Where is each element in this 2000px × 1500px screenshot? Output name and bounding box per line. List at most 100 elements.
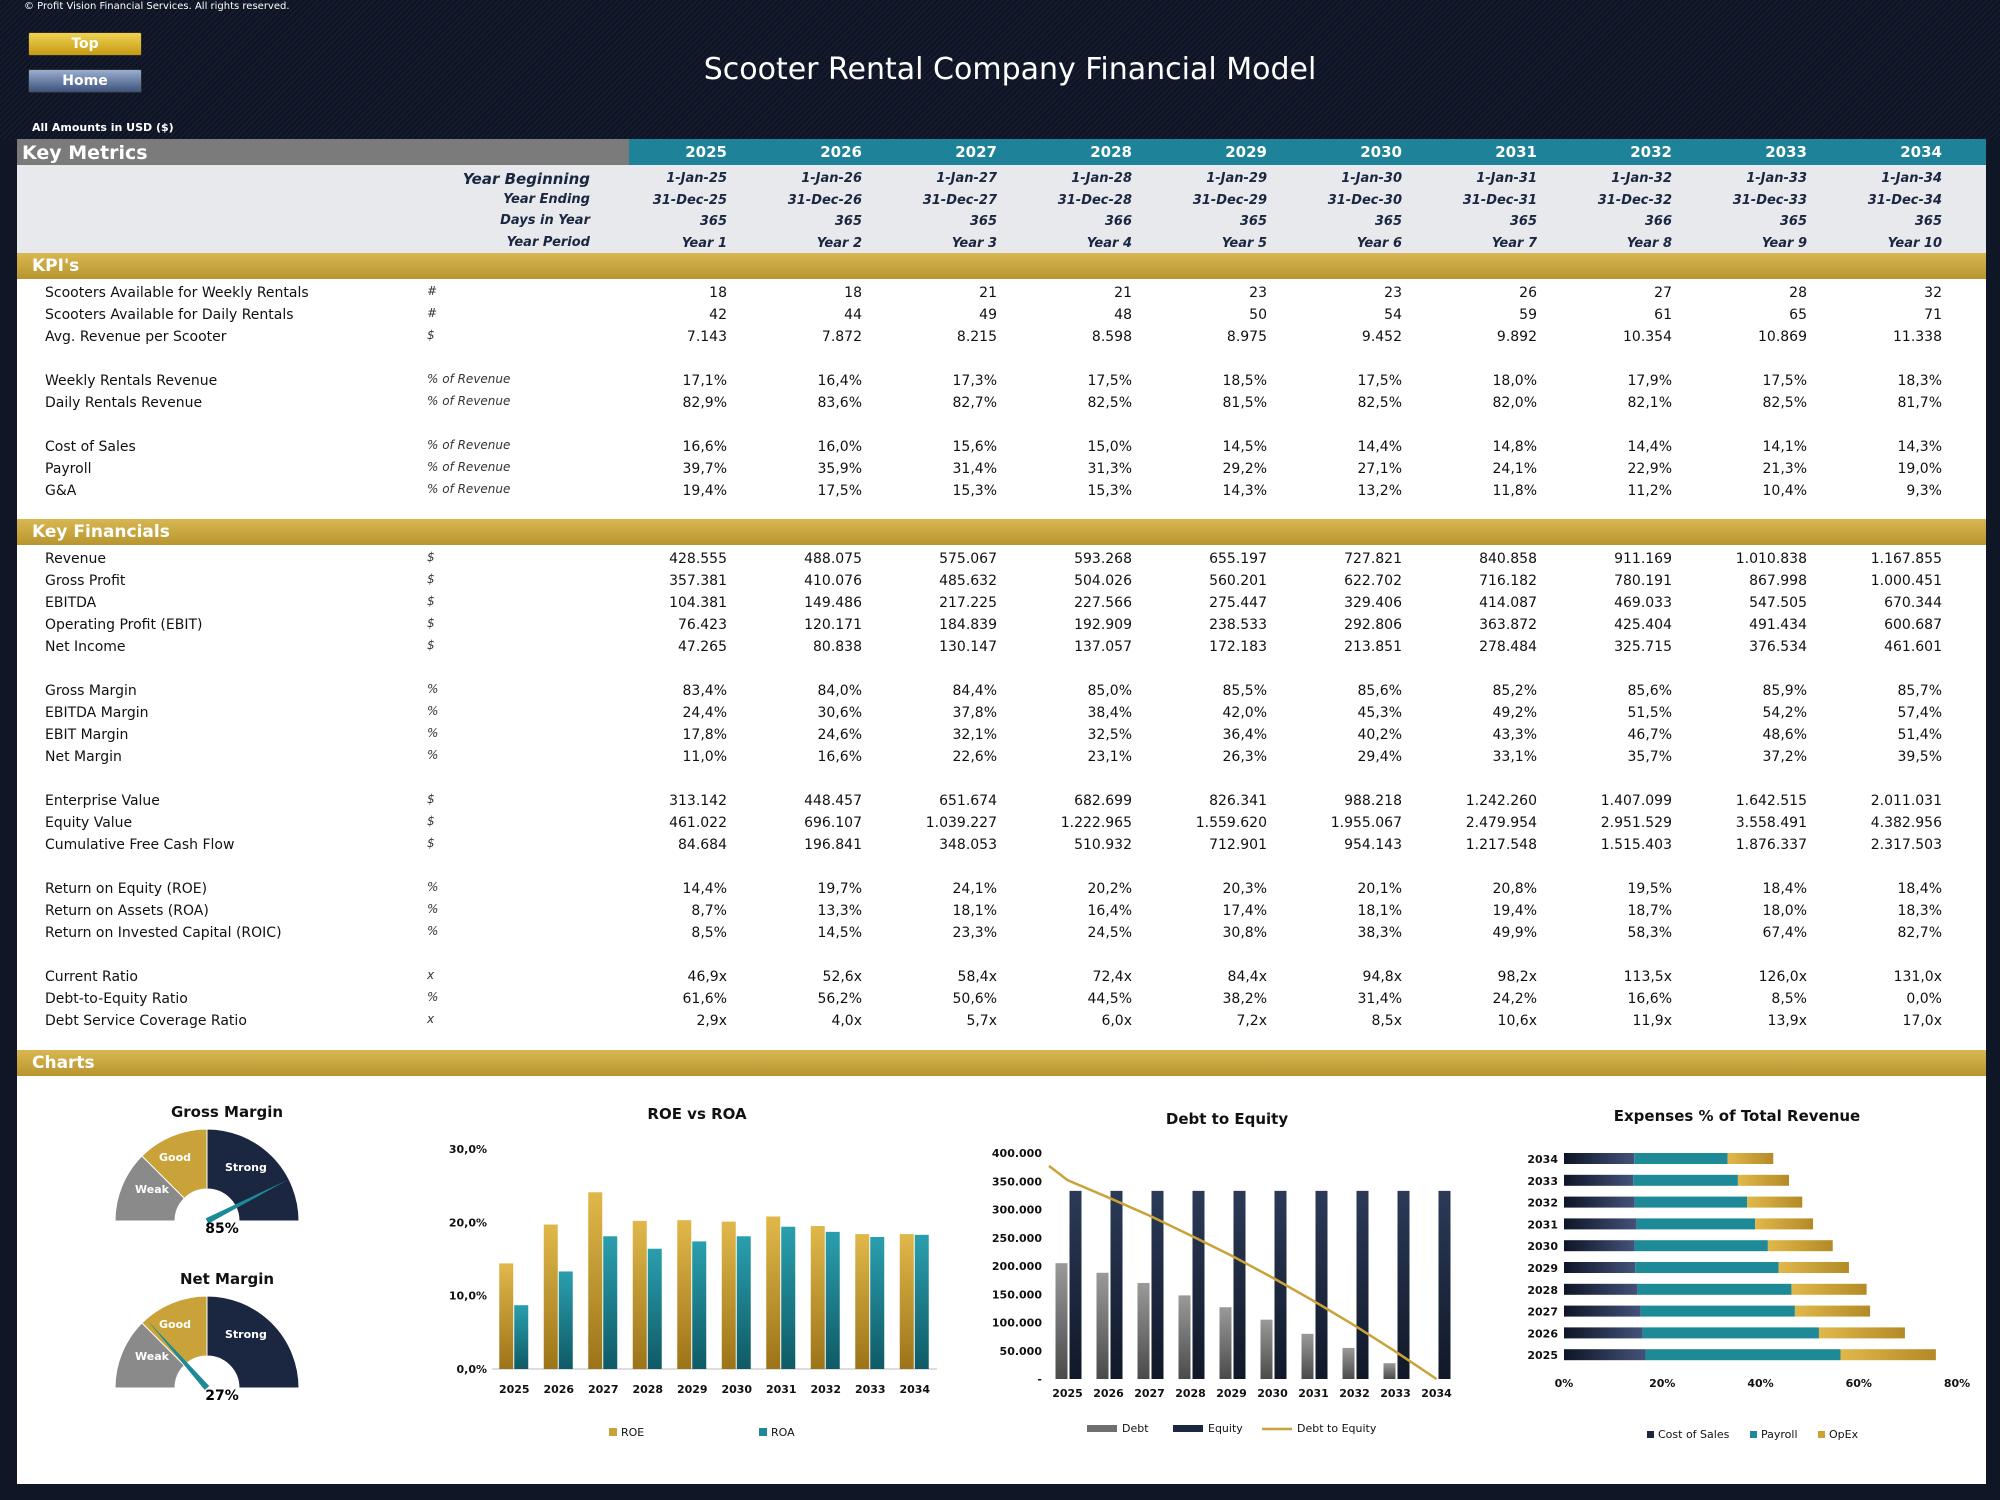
data-row: Weekly Rentals Revenue % of Revenue 17,1% 1…: [17, 370, 1986, 392]
data-row: Scooters Available for Daily Rentals #42 4…: [17, 304, 1986, 326]
debt-bar: [1178, 1295, 1191, 1379]
row-value: 58,4x: [957, 969, 997, 985]
row-value: 11,8%: [1492, 483, 1537, 499]
row-value: 17,5%: [1087, 373, 1132, 389]
row-value: 120.171: [804, 617, 862, 633]
period-value: 1-Jan-30: [1341, 171, 1402, 186]
period-value: 1-Jan-31: [1476, 171, 1537, 186]
data-row: Scooters Available for Weekly Rentals #18…: [17, 282, 1986, 304]
row-value: 19,4%: [682, 483, 727, 499]
legend-swatch: [1818, 1431, 1825, 1438]
row-value: 414.087: [1479, 595, 1537, 611]
row-label: Scooters Available for Daily Rentals: [45, 307, 294, 323]
data-row: Cumulative Free Cash Flow $84.684 196.841 3…: [17, 834, 1986, 856]
debt-bar: [1096, 1272, 1109, 1379]
row-value: 712.901: [1209, 837, 1267, 853]
row-value: 7.872: [821, 329, 862, 345]
debt-bar: [1301, 1333, 1314, 1379]
row-value: 14,8%: [1492, 439, 1537, 455]
gross-margin-value: 85%: [205, 1221, 239, 1237]
roe-bar: [899, 1234, 914, 1369]
gross-margin-gauge: Weak Good Strong: [114, 1129, 300, 1224]
row-value: 18: [844, 285, 862, 301]
x-tick-label: 0%: [1555, 1377, 1574, 1390]
row-unit: %: [427, 902, 439, 916]
row-value: 14,4%: [682, 881, 727, 897]
row-value: 54,2%: [1762, 705, 1807, 721]
row-unit: % of Revenue: [427, 372, 511, 386]
row-value: 18,3%: [1897, 373, 1942, 389]
row-value: 278.484: [1479, 639, 1537, 655]
row-value: 8,5%: [691, 925, 727, 941]
period-value: 31-Dec-30: [1327, 192, 1402, 208]
row-value: 27: [1654, 285, 1672, 301]
row-value: 81,5%: [1222, 395, 1267, 411]
row-value: 17,5%: [1762, 373, 1807, 389]
row-value: 10,4%: [1762, 483, 1807, 499]
gauge-needle: [147, 1320, 210, 1390]
cost-of-sales-segment: [1564, 1153, 1635, 1164]
equity-bar: [1315, 1190, 1328, 1379]
x-tick-label: 2032: [1339, 1387, 1370, 1400]
row-value: 18: [709, 285, 727, 301]
row-value: 575.067: [939, 551, 997, 567]
period-label: Year Ending: [503, 191, 590, 207]
row-value: 20,3%: [1222, 881, 1267, 897]
roa-bar: [692, 1241, 707, 1369]
gauge-label-weak: Weak: [135, 1183, 170, 1196]
row-value: 238.533: [1209, 617, 1267, 633]
row-value: 18,0%: [1762, 903, 1807, 919]
row-value: 275.447: [1209, 595, 1267, 611]
row-value: 8,5%: [1771, 991, 1807, 1007]
top-button[interactable]: Top: [28, 32, 142, 56]
row-label: Avg. Revenue per Scooter: [45, 329, 227, 345]
period-value: 365: [969, 214, 997, 229]
row-value: 16,4%: [817, 373, 862, 389]
row-value: 15,0%: [1087, 439, 1132, 455]
row-value: 21: [1114, 285, 1132, 301]
row-value: 560.201: [1209, 573, 1267, 589]
row-value: 82,7%: [1897, 925, 1942, 941]
row-value: 3.558.491: [1735, 815, 1807, 831]
background-pattern: [0, 0, 2000, 140]
y-tick-label: 2032: [1527, 1197, 1558, 1210]
row-value: 15,6%: [952, 439, 997, 455]
row-value: 80.838: [813, 639, 862, 655]
row-unit: x: [427, 968, 435, 982]
row-value: 461.022: [669, 815, 727, 831]
row-value: 196.841: [804, 837, 862, 853]
row-value: 83,4%: [682, 683, 727, 699]
cost-of-sales-segment: [1564, 1240, 1635, 1252]
worksheet: Key Metrics 2025 2026 2027 2028 2029 2030 2031…: [17, 139, 1986, 1484]
row-value: 9.892: [1496, 329, 1537, 345]
debt-to-equity-line: [1048, 1164, 1438, 1381]
row-value: 504.026: [1074, 573, 1132, 589]
home-button[interactable]: Home: [28, 69, 142, 93]
roe-bar: [766, 1216, 781, 1369]
row-label: Scooters Available for Weekly Rentals: [45, 285, 309, 301]
row-value: 826.341: [1209, 793, 1267, 809]
period-value: 1-Jan-33: [1746, 171, 1807, 186]
equity-bar: [1233, 1190, 1246, 1379]
row-value: 7.143: [686, 329, 727, 345]
period-value: 31-Dec-27: [922, 192, 997, 208]
row-value: 137.057: [1074, 639, 1132, 655]
gauge-title-gross-margin: Gross Margin: [170, 1103, 284, 1121]
row-value: 84,0%: [817, 683, 862, 699]
period-value: 31-Dec-31: [1462, 192, 1537, 208]
row-value: 72,4x: [1092, 969, 1132, 985]
y-tick-label: 10,0%: [449, 1290, 487, 1303]
row-value: 17,0x: [1902, 1013, 1942, 1029]
legend-label-ratio: Debt to Equity: [1297, 1422, 1377, 1435]
period-value: 365: [834, 214, 862, 229]
y-tick-label: 2025: [1527, 1349, 1558, 1362]
row-value: 184.839: [939, 617, 997, 633]
roe-bar: [499, 1263, 514, 1369]
row-value: 8.215: [956, 329, 997, 345]
x-tick-label: 40%: [1747, 1377, 1773, 1390]
y-tick-label: 2028: [1527, 1284, 1558, 1297]
row-value: 600.687: [1884, 617, 1942, 633]
equity-bar: [1397, 1190, 1410, 1379]
x-tick-label: 2029: [1216, 1387, 1247, 1400]
row-value: 9,3%: [1906, 483, 1942, 499]
